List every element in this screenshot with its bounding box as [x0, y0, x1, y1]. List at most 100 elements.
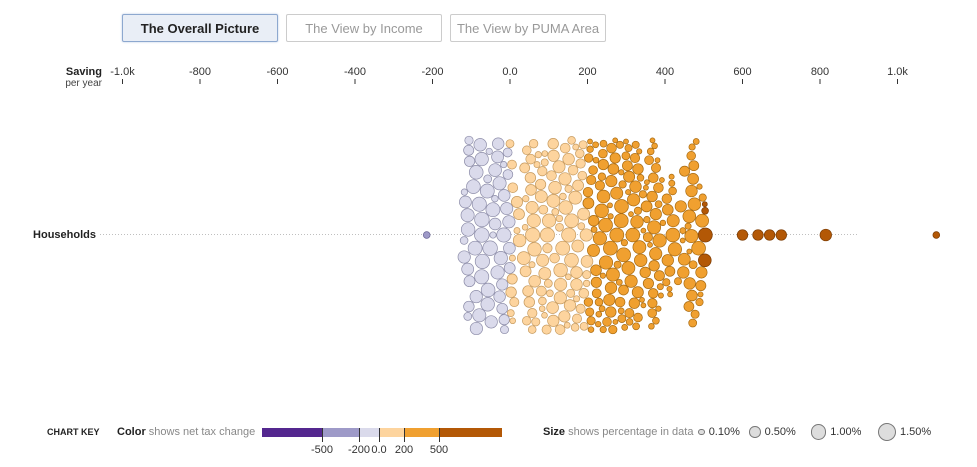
household-bubble[interactable]: [667, 291, 673, 298]
household-bubble[interactable]: [522, 285, 534, 297]
household-bubble[interactable]: [647, 298, 658, 309]
household-bubble[interactable]: [502, 147, 513, 158]
household-bubble[interactable]: [506, 273, 518, 285]
household-bubble[interactable]: [549, 252, 560, 264]
household-bubble[interactable]: [632, 322, 640, 331]
household-bubble[interactable]: [555, 240, 571, 256]
household-bubble[interactable]: [599, 272, 606, 279]
household-bubble[interactable]: [498, 314, 510, 326]
household-bubble[interactable]: [691, 240, 706, 256]
household-bubble[interactable]: [422, 231, 431, 239]
household-bubble[interactable]: [535, 285, 547, 297]
household-bubble[interactable]: [596, 189, 611, 204]
household-bubble[interactable]: [629, 152, 641, 164]
household-bubble[interactable]: [625, 227, 641, 243]
household-bubble[interactable]: [582, 186, 594, 198]
household-bubble[interactable]: [642, 277, 654, 289]
household-bubble[interactable]: [602, 317, 612, 327]
household-bubble[interactable]: [463, 275, 476, 288]
household-bubble[interactable]: [480, 282, 496, 298]
household-bubble[interactable]: [763, 229, 776, 241]
household-bubble[interactable]: [538, 305, 546, 312]
household-bubble[interactable]: [653, 270, 665, 282]
household-bubble[interactable]: [538, 296, 547, 306]
household-bubble[interactable]: [628, 211, 634, 217]
household-bubble[interactable]: [566, 288, 576, 298]
household-bubble[interactable]: [522, 195, 530, 203]
household-bubble[interactable]: [546, 289, 554, 298]
household-bubble[interactable]: [491, 150, 504, 164]
household-bubble[interactable]: [632, 163, 644, 175]
household-bubble[interactable]: [736, 229, 749, 241]
household-bubble[interactable]: [624, 308, 635, 319]
household-bubble[interactable]: [542, 213, 557, 228]
household-bubble[interactable]: [648, 288, 659, 299]
household-bubble[interactable]: [621, 324, 629, 331]
tab-overall-picture[interactable]: The Overall Picture: [122, 14, 278, 42]
household-bubble[interactable]: [519, 162, 531, 174]
household-bubble[interactable]: [639, 266, 651, 279]
household-bubble[interactable]: [485, 202, 501, 218]
household-bubble[interactable]: [463, 144, 475, 156]
household-bubble[interactable]: [547, 138, 559, 150]
household-bubble[interactable]: [617, 314, 627, 323]
household-bubble[interactable]: [598, 305, 606, 313]
household-bubble[interactable]: [632, 240, 647, 254]
household-bubble[interactable]: [651, 142, 658, 150]
household-bubble[interactable]: [625, 318, 634, 326]
household-bubble[interactable]: [582, 270, 592, 280]
household-bubble[interactable]: [687, 173, 699, 185]
household-bubble[interactable]: [614, 296, 626, 308]
household-bubble[interactable]: [633, 206, 642, 215]
household-bubble[interactable]: [505, 286, 517, 298]
household-bubble[interactable]: [605, 306, 617, 318]
household-bubble[interactable]: [463, 312, 473, 321]
household-bubble[interactable]: [594, 297, 604, 307]
household-bubble[interactable]: [582, 197, 595, 209]
household-bubble[interactable]: [533, 161, 541, 169]
household-bubble[interactable]: [513, 208, 525, 220]
household-bubble[interactable]: [580, 255, 594, 268]
household-bubble[interactable]: [546, 301, 559, 314]
household-bubble[interactable]: [506, 309, 515, 317]
household-bubble[interactable]: [664, 265, 676, 277]
household-bubble[interactable]: [564, 184, 573, 193]
household-bubble[interactable]: [525, 201, 539, 214]
household-bubble[interactable]: [572, 313, 582, 324]
household-bubble[interactable]: [538, 204, 549, 215]
household-bubble[interactable]: [552, 160, 566, 174]
household-bubble[interactable]: [568, 190, 583, 205]
household-bubble[interactable]: [485, 147, 493, 155]
household-bubble[interactable]: [457, 250, 471, 264]
household-bubble[interactable]: [461, 262, 475, 276]
household-bubble[interactable]: [527, 242, 542, 257]
household-bubble[interactable]: [564, 253, 579, 268]
household-bubble[interactable]: [586, 316, 596, 326]
household-bubble[interactable]: [666, 214, 680, 228]
household-bubble[interactable]: [483, 174, 493, 184]
household-bubble[interactable]: [467, 240, 483, 256]
household-bubble[interactable]: [474, 253, 490, 269]
tab-view-by-puma-area[interactable]: The View by PUMA Area: [450, 14, 606, 42]
household-bubble[interactable]: [652, 317, 660, 325]
household-bubble[interactable]: [595, 310, 603, 318]
household-bubble[interactable]: [496, 302, 508, 315]
household-bubble[interactable]: [480, 297, 495, 312]
household-bubble[interactable]: [621, 151, 631, 161]
household-bubble[interactable]: [500, 161, 508, 169]
household-bubble[interactable]: [662, 278, 671, 287]
household-bubble[interactable]: [507, 159, 517, 170]
household-bubble[interactable]: [661, 254, 674, 267]
household-bubble[interactable]: [682, 209, 697, 224]
household-bubble[interactable]: [674, 277, 682, 286]
household-bubble[interactable]: [567, 136, 576, 145]
household-bubble[interactable]: [488, 217, 502, 231]
household-bubble[interactable]: [649, 208, 662, 221]
household-bubble[interactable]: [654, 157, 661, 164]
household-bubble[interactable]: [609, 152, 621, 164]
household-bubble[interactable]: [503, 241, 516, 255]
household-bubble[interactable]: [932, 231, 941, 239]
household-bubble[interactable]: [696, 183, 703, 190]
household-bubble[interactable]: [594, 180, 605, 191]
household-bubble[interactable]: [647, 242, 653, 248]
